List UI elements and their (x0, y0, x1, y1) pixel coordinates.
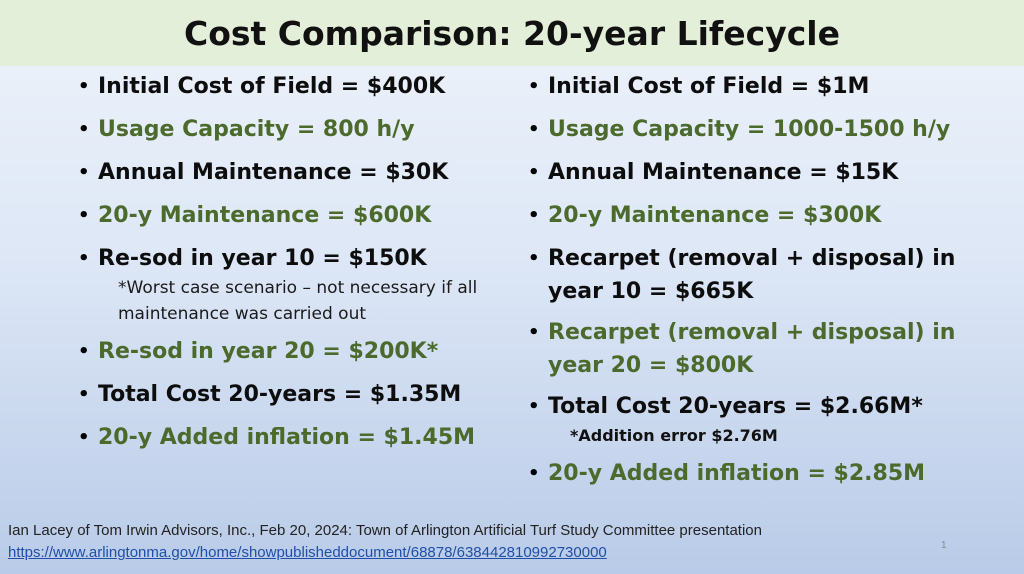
list-item: • 20-y Added inflation = $2.85M (528, 457, 998, 490)
list-item-text: Usage Capacity = 800 h/y (98, 117, 415, 142)
list-item-text: Recarpet (removal + disposal) in year 10… (548, 246, 956, 304)
left-footnote: *Worst case scenario – not necessary if … (118, 278, 478, 324)
bullet-icon: • (528, 119, 540, 140)
bullet-icon: • (528, 205, 540, 226)
bullet-icon: • (78, 427, 90, 448)
slide-title: Cost Comparison: 20-year Lifecycle (184, 13, 840, 53)
left-list-continued: • Re-sod in year 20 = $200K* • Total Cos… (78, 335, 518, 454)
list-item-text: Recarpet (removal + disposal) in year 20… (548, 320, 956, 378)
list-item-text: Usage Capacity = 1000-1500 h/y (548, 117, 951, 142)
source-link[interactable]: https://www.arlingtonma.gov/home/showpub… (8, 544, 607, 561)
list-item-text: 20-y Added inflation = $1.45M (98, 425, 476, 450)
bullet-icon: • (528, 396, 540, 417)
right-column: • Initial Cost of Field = $1M • Usage Ca… (528, 66, 998, 490)
list-item: • Annual Maintenance = $30K (78, 156, 518, 189)
bullet-icon: • (78, 248, 90, 269)
list-item: • 20-y Added inflation = $1.45M (78, 421, 518, 454)
list-item-text: 20-y Maintenance = $600K (98, 203, 432, 228)
bullet-icon: • (528, 248, 540, 269)
bullet-icon: • (78, 205, 90, 226)
list-item: • Recarpet (removal + disposal) in year … (528, 242, 998, 308)
list-item-text: 20-y Added inflation = $2.85M (548, 461, 926, 486)
list-item-text: Re-sod in year 20 = $200K* (98, 339, 439, 364)
list-item-text: Initial Cost of Field = $400K (98, 74, 446, 99)
list-item: • Annual Maintenance = $15K (528, 156, 998, 189)
title-bar: Cost Comparison: 20-year Lifecycle (0, 0, 1024, 66)
bullet-icon: • (78, 119, 90, 140)
right-list: • Initial Cost of Field = $1M • Usage Ca… (528, 70, 998, 423)
list-item: • Initial Cost of Field = $400K (78, 70, 518, 103)
list-item: • Usage Capacity = 800 h/y (78, 113, 518, 146)
list-item: • 20-y Maintenance = $300K (528, 199, 998, 232)
list-item: • Initial Cost of Field = $1M (528, 70, 998, 103)
bullet-icon: • (78, 384, 90, 405)
bullet-icon: • (78, 76, 90, 97)
bullet-icon: • (528, 463, 540, 484)
left-column: • Initial Cost of Field = $400K • Usage … (78, 66, 518, 454)
list-item: • Re-sod in year 10 = $150K (78, 242, 518, 275)
bullet-icon: • (78, 162, 90, 183)
bullet-icon: • (528, 76, 540, 97)
list-item-text: 20-y Maintenance = $300K (548, 203, 882, 228)
list-item: • Recarpet (removal + disposal) in year … (528, 316, 998, 382)
list-item: • Total Cost 20-years = $1.35M (78, 378, 518, 411)
list-item: • Usage Capacity = 1000-1500 h/y (528, 113, 998, 146)
right-footnote: *Addition error $2.76M (570, 426, 778, 445)
bullet-icon: • (528, 322, 540, 343)
source-citation: Ian Lacey of Tom Irwin Advisors, Inc., F… (8, 520, 762, 564)
citation-text: Ian Lacey of Tom Irwin Advisors, Inc., F… (8, 522, 762, 539)
list-item-text: Total Cost 20-years = $1.35M (98, 382, 462, 407)
list-item-text: Initial Cost of Field = $1M (548, 74, 870, 99)
right-list-continued: • 20-y Added inflation = $2.85M (528, 457, 998, 490)
list-item-text: Total Cost 20-years = $2.66M* (548, 394, 923, 419)
list-item: • 20-y Maintenance = $600K (78, 199, 518, 232)
bullet-icon: • (78, 341, 90, 362)
slide-number: 1 (941, 540, 947, 551)
bullet-icon: • (528, 162, 540, 183)
list-item: • Re-sod in year 20 = $200K* (78, 335, 518, 368)
list-item-text: Annual Maintenance = $15K (548, 160, 899, 185)
list-item-text: Re-sod in year 10 = $150K (98, 246, 427, 271)
list-item-text: Annual Maintenance = $30K (98, 160, 449, 185)
left-list: • Initial Cost of Field = $400K • Usage … (78, 70, 518, 275)
list-item: • Total Cost 20-years = $2.66M* (528, 390, 998, 423)
